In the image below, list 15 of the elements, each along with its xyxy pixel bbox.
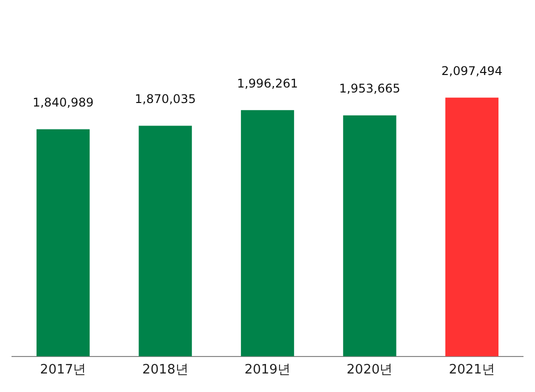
bar xyxy=(138,126,192,356)
data-label: 2,097,494 xyxy=(441,64,502,78)
bar xyxy=(445,98,498,356)
x-tick-label: 2019년 xyxy=(244,362,291,378)
data-label: 1,840,989 xyxy=(32,95,94,110)
bar xyxy=(36,129,90,356)
data-label: 1,953,665 xyxy=(339,82,400,96)
data-label: 1,870,035 xyxy=(134,92,196,106)
x-tick-label: 2017년 xyxy=(40,362,86,378)
data-label: 1,996,261 xyxy=(236,76,298,90)
bar xyxy=(240,110,294,356)
x-tick-label: 2021년 xyxy=(448,362,495,378)
x-tick-label: 2018년 xyxy=(142,362,188,378)
bar xyxy=(343,115,396,356)
x-tick-label: 2020년 xyxy=(346,362,393,378)
